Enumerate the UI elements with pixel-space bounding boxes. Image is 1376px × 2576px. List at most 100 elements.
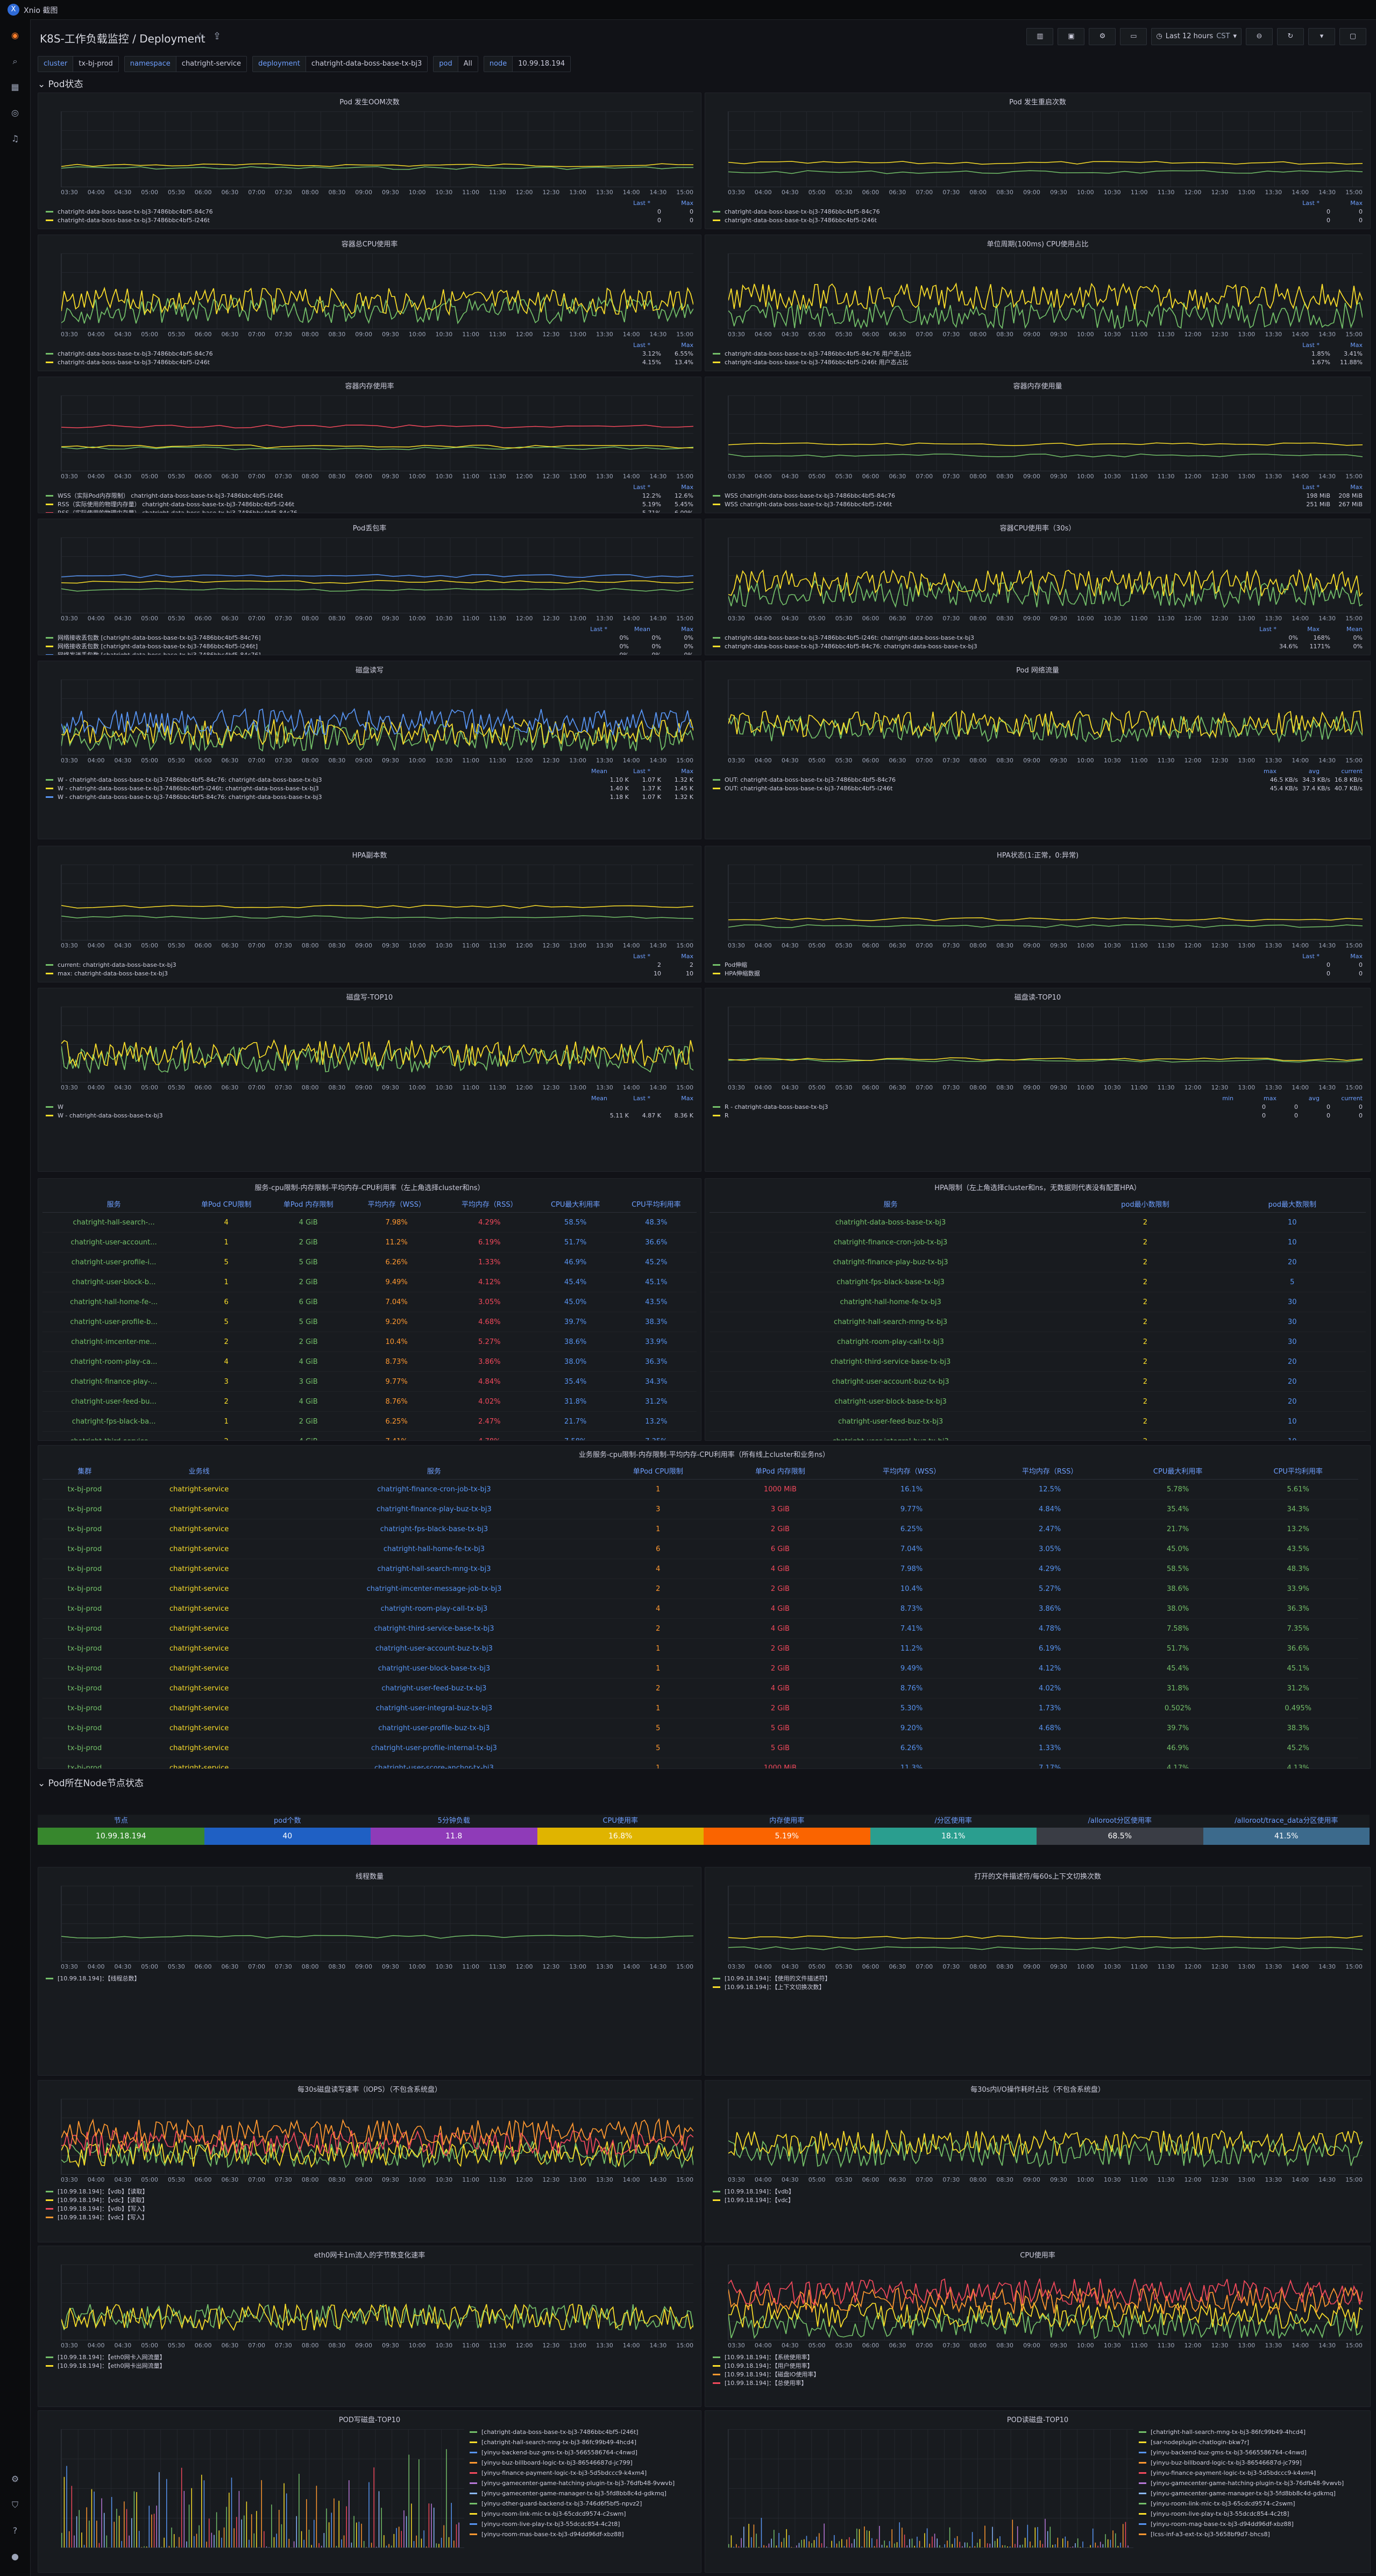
save-dashboard-button[interactable]: ▣ — [1058, 28, 1085, 45]
table-row[interactable]: chatright-third-service-base-tx-bj3 2 20 — [710, 1351, 1366, 1372]
legend-item[interactable]: [yinyu-room-live-play-tx-bj3-55dcdc854-4… — [470, 2519, 696, 2529]
refresh-interval-chevron-icon[interactable]: ▾ — [1308, 28, 1335, 45]
legend-column-header[interactable]: Mean — [591, 1095, 607, 1102]
dashboard-settings-gear-icon[interactable]: ⚙ — [1089, 28, 1116, 45]
stat-cell[interactable]: CPU使用率 16.8% — [537, 1815, 704, 1850]
column-header[interactable]: pod最大数限制 — [1218, 1195, 1366, 1213]
plot-area[interactable] — [61, 537, 693, 613]
legend-column-header[interactable]: Last * — [633, 342, 650, 349]
plot-area[interactable] — [61, 865, 693, 940]
legend-item[interactable]: W - chatright-data-boss-base-tx-bj3-7486… — [46, 775, 693, 784]
table-row[interactable]: tx-bj-prod chatright-service chatright-use… — [42, 1698, 1358, 1718]
legend-column-header[interactable]: Max — [1350, 484, 1363, 491]
timeseries-panel[interactable]: 磁盘读-TOP10 03:30 04:00 04:30 05:00 05:30 06:00 0… — [705, 988, 1371, 1172]
legend-column-header[interactable]: Max — [681, 626, 693, 633]
plot-area[interactable] — [728, 253, 1363, 329]
table-row[interactable]: tx-bj-prod chatright-service chatright-roo… — [42, 1598, 1358, 1619]
plot-area[interactable] — [61, 680, 693, 755]
legend-item[interactable]: W - chatright-data-boss-base-tx-bj3 5.11 … — [46, 1111, 693, 1120]
legend-item[interactable]: [yinyu-finance-payment-logic-tx-bj3-5d5b… — [470, 2468, 696, 2478]
legend-item[interactable]: [yinyu-gamecenter-game-manager-tx-bj3-5f… — [470, 2488, 696, 2499]
timeseries-panel[interactable]: 打开的文件描述符/每60s上下文切换次数 03:30 04:00 04:30 05:00… — [705, 1867, 1371, 2076]
legend-column-header[interactable]: Max — [681, 953, 693, 960]
timeseries-panel[interactable]: 线程数量 03:30 04:00 04:30 05:00 05:30 06:00 06:30 0… — [38, 1867, 701, 2076]
legend-item[interactable]: chatright-data-boss-base-tx-bj3-7486bbc4… — [46, 358, 693, 366]
column-header[interactable]: 单Pod 内存限制 — [267, 1195, 350, 1213]
table-row[interactable]: tx-bj-prod chatright-service chatright-use… — [42, 1638, 1358, 1659]
legend-column-header[interactable]: current — [1341, 1095, 1363, 1102]
column-header[interactable]: 平均内存（WSS） — [841, 1462, 982, 1480]
legend-item[interactable]: current: chatright-data-boss-base-tx-bj3… — [46, 960, 693, 969]
stat-cell[interactable]: /alloroot分区使用率 68.5% — [1037, 1815, 1203, 1850]
legend-column-header[interactable]: Max — [1350, 200, 1363, 207]
legend-item[interactable]: chatright-data-boss-base-tx-bj3-7486bbc4… — [46, 207, 693, 216]
plot-area[interactable] — [728, 2099, 1363, 2175]
legend-item[interactable]: [yinyu-room-link-mic-tx-bj3-65cdcd9574-c… — [470, 2509, 696, 2519]
legend-item[interactable]: [10.99.18.194]：【vdc】【写入】 — [46, 2213, 693, 2221]
legend-item[interactable]: [10.99.18.194]：【线程总数】 — [46, 1974, 693, 1983]
table-row[interactable]: chatright-hall-search-mng-tx-bj3 2 30 — [710, 1312, 1366, 1332]
table-row[interactable]: chatright-finance-cron-job-tx-bj3 2 10 — [710, 1232, 1366, 1252]
pod-disk-top10-panel[interactable]: POD读磁盘-TOP10 [chatright-hall-search-mng-t… — [705, 2410, 1371, 2573]
variable-deployment[interactable]: deployment chatright-data-boss-base-tx-bj… — [252, 56, 428, 72]
section-pod-node-status[interactable]: ⌄ Pod所在Node节点状态 — [38, 1775, 144, 1789]
legend-column-header[interactable]: max — [1264, 768, 1276, 775]
shield-icon[interactable]: ⛉ — [11, 2500, 18, 2510]
table-row[interactable]: chatright-hall-search-... 4 4 GiB 7.98% 4.29… — [42, 1212, 697, 1233]
legend-item[interactable]: chatright-data-boss-base-tx-bj3-7486bbc4… — [46, 349, 693, 358]
legend-item[interactable]: [10.99.18.194]：【总使用率】 — [713, 2379, 1363, 2387]
settings-gear-icon[interactable]: ⚙ — [11, 2474, 19, 2484]
column-header[interactable]: 服务 — [271, 1462, 597, 1480]
legend-column-header[interactable]: Mean — [591, 768, 607, 775]
table-row[interactable]: chatright-data-boss-base-tx-bj3 2 10 — [710, 1212, 1366, 1233]
legend-item[interactable]: WSS chatright-data-boss-base-tx-bj3-7486… — [713, 491, 1363, 500]
legend-item[interactable]: W - chatright-data-boss-base-tx-bj3-7486… — [46, 784, 693, 792]
column-header[interactable]: 业务线 — [126, 1462, 272, 1480]
table-row[interactable]: tx-bj-prod chatright-service chatright-fin… — [42, 1479, 1358, 1499]
plot-area[interactable] — [61, 2264, 693, 2340]
variable-namespace[interactable]: namespace chatright-service — [124, 56, 247, 72]
table-row[interactable]: tx-bj-prod chatright-service chatright-imc… — [42, 1579, 1358, 1599]
plot-area[interactable] — [61, 2099, 693, 2175]
star-icon[interactable]: ☆ — [196, 31, 205, 42]
legend-item[interactable]: [10.99.18.194]：【磁盘IO使用率】 — [713, 2370, 1363, 2379]
timeseries-panel[interactable]: HPA副本数 03:30 04:00 04:30 05:00 05:30 06:00 06:3… — [38, 846, 701, 982]
legend-item[interactable]: [yinyu-buz-billboard-logic-tx-bj3-865466… — [470, 2458, 696, 2468]
table-row[interactable]: tx-bj-prod chatright-service chatright-use… — [42, 1718, 1358, 1738]
table-row[interactable]: tx-bj-prod chatright-service chatright-hal… — [42, 1539, 1358, 1559]
column-header[interactable]: 集群 — [42, 1462, 127, 1480]
stat-cell[interactable]: pod个数 40 — [204, 1815, 371, 1850]
legend-item[interactable]: [10.99.18.194]：【eth0网卡出网流量】 — [46, 2361, 693, 2370]
share-icon[interactable]: ⇪ — [213, 31, 222, 42]
legend-item[interactable]: [yinyu-room-link-mic-tx-bj3-65cdcd9574-c… — [1139, 2499, 1365, 2509]
legend-item[interactable]: [10.99.18.194]：【vdb】【写入】 — [46, 2204, 693, 2213]
variable-value[interactable]: chatright-service — [176, 56, 247, 72]
zoom-out-icon[interactable]: ⊖ — [1246, 28, 1273, 45]
legend-item[interactable]: [yinyu-finance-payment-logic-tx-bj3-5d5b… — [1139, 2468, 1365, 2478]
variable-value[interactable]: All — [458, 56, 478, 72]
legend-item[interactable]: OUT: chatright-data-boss-base-tx-bj3-748… — [713, 775, 1363, 784]
legend-item[interactable]: 网络接收丢包数 [chatright-data-boss-base-tx-bj3… — [46, 642, 693, 650]
table-row[interactable]: chatright-hall-home-fe-tx-bj3 2 30 — [710, 1292, 1366, 1312]
legend-item[interactable]: [10.99.18.194]：【vdc】 — [713, 2196, 1363, 2204]
timeseries-panel[interactable]: Pod丢包率 03:30 04:00 04:30 05:00 05:30 06:00 06:3… — [38, 519, 701, 655]
legend-item[interactable]: [yinyu-gamecenter-game-hatching-plugin-t… — [470, 2478, 696, 2488]
legend-column-header[interactable]: Last * — [1302, 200, 1320, 207]
timeseries-panel[interactable]: HPA状态(1:正常，0:异常) 03:30 04:00 04:30 05:00 05:3… — [705, 846, 1371, 982]
column-header[interactable]: 单Pod 内存限制 — [719, 1462, 841, 1480]
table-row[interactable]: tx-bj-prod chatright-service chatright-use… — [42, 1758, 1358, 1768]
legend-item[interactable]: [sar-nodeplugin-chatlogin-bkw7r] — [1139, 2437, 1365, 2447]
explore-icon[interactable]: ◎ — [11, 108, 19, 118]
legend-column-header[interactable]: Max — [681, 342, 693, 349]
stat-cell[interactable]: /分区使用率 18.1% — [870, 1815, 1037, 1850]
legend-item[interactable]: RSS（实际使用的物理内存量） chatright-data-boss-base… — [46, 500, 693, 508]
legend-column-header[interactable]: max — [1264, 1095, 1276, 1102]
legend-item[interactable]: [10.99.18.194]：【vdb】【读取】 — [46, 2187, 693, 2196]
table-row[interactable]: chatright-user-feed-bu... 2 4 GiB 8.76% 4.02… — [42, 1391, 697, 1412]
legend-item[interactable]: [yinyu-room-mas-base-tx-bj3-d94dd96df-xb… — [470, 2529, 696, 2539]
legend-item[interactable]: RSS（实际使用的物理内存量） chatright-data-boss-base… — [46, 508, 693, 513]
variable-value[interactable]: tx-bj-prod — [73, 56, 118, 72]
column-header[interactable]: 平均内存（RSS） — [982, 1462, 1118, 1480]
plot-area[interactable] — [61, 395, 693, 471]
legend-item[interactable]: [lcss-inf-a3-ext-tx-bj3-5658bf9d7-bhcs8] — [1139, 2529, 1365, 2539]
